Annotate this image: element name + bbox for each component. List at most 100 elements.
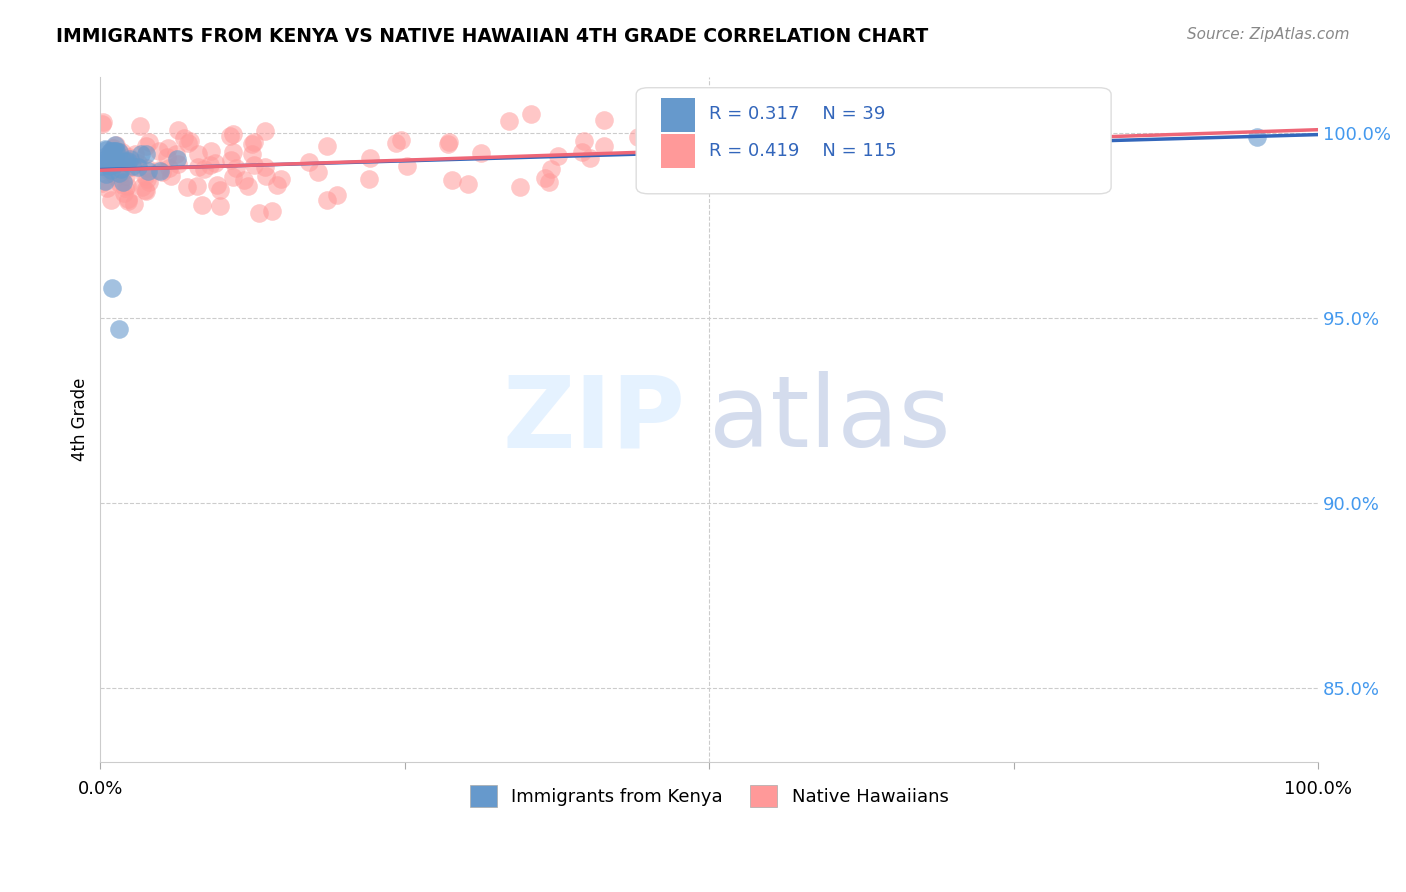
Text: Source: ZipAtlas.com: Source: ZipAtlas.com bbox=[1187, 27, 1350, 42]
Text: 100.0%: 100.0% bbox=[1284, 780, 1353, 798]
Point bbox=[122, 197, 145, 211]
Point bbox=[104, 138, 127, 153]
Point bbox=[105, 155, 128, 169]
Point bbox=[191, 198, 214, 212]
Point bbox=[124, 146, 146, 161]
Point bbox=[115, 179, 138, 194]
Point bbox=[101, 141, 124, 155]
Point bbox=[108, 145, 131, 160]
Point bbox=[221, 153, 243, 167]
Point bbox=[94, 174, 117, 188]
Point bbox=[359, 151, 381, 165]
Point bbox=[135, 139, 157, 153]
Point bbox=[579, 152, 602, 166]
Point bbox=[166, 152, 188, 166]
Point bbox=[357, 172, 380, 186]
Point bbox=[498, 113, 520, 128]
Point bbox=[221, 127, 243, 141]
Point bbox=[118, 150, 141, 164]
Text: ZIP: ZIP bbox=[502, 371, 685, 468]
Point bbox=[391, 133, 413, 147]
Point bbox=[135, 184, 157, 198]
Point bbox=[177, 136, 200, 150]
Point bbox=[156, 140, 179, 154]
Point bbox=[97, 159, 120, 173]
Point bbox=[254, 169, 277, 183]
Point bbox=[266, 178, 288, 192]
Point bbox=[150, 164, 173, 178]
Point bbox=[97, 163, 120, 178]
Point bbox=[205, 178, 228, 193]
Point bbox=[866, 148, 889, 162]
Point bbox=[254, 160, 277, 174]
Point bbox=[1062, 113, 1084, 128]
Point bbox=[117, 192, 139, 206]
Point bbox=[457, 177, 479, 191]
Point bbox=[396, 159, 419, 173]
Point bbox=[225, 161, 247, 176]
Point bbox=[186, 178, 208, 193]
Point bbox=[94, 149, 117, 163]
Point bbox=[112, 186, 135, 200]
Point bbox=[744, 131, 766, 145]
Point bbox=[209, 199, 232, 213]
Point bbox=[129, 147, 152, 161]
Point bbox=[316, 139, 339, 153]
Point bbox=[193, 162, 215, 177]
Point bbox=[110, 145, 132, 159]
Point bbox=[101, 145, 124, 159]
Point bbox=[100, 162, 122, 177]
Point bbox=[91, 114, 114, 128]
Point bbox=[270, 172, 292, 186]
Point bbox=[308, 165, 330, 179]
Legend: Immigrants from Kenya, Native Hawaiians: Immigrants from Kenya, Native Hawaiians bbox=[463, 778, 956, 814]
Point bbox=[90, 176, 112, 190]
Point bbox=[98, 157, 121, 171]
Point bbox=[439, 135, 461, 149]
Point bbox=[176, 180, 198, 194]
Point bbox=[440, 173, 463, 187]
Point bbox=[115, 162, 138, 177]
Point bbox=[101, 145, 124, 160]
Point bbox=[538, 175, 561, 189]
Point bbox=[120, 152, 142, 166]
Point bbox=[103, 167, 125, 181]
Text: IMMIGRANTS FROM KENYA VS NATIVE HAWAIIAN 4TH GRADE CORRELATION CHART: IMMIGRANTS FROM KENYA VS NATIVE HAWAIIAN… bbox=[56, 27, 928, 45]
Point bbox=[114, 154, 136, 169]
Point bbox=[108, 322, 131, 336]
Point bbox=[236, 179, 259, 194]
Point bbox=[135, 147, 157, 161]
Point bbox=[110, 167, 132, 181]
Point bbox=[94, 143, 117, 157]
Point bbox=[128, 120, 150, 134]
Point bbox=[572, 135, 595, 149]
Text: R = 0.419    N = 115: R = 0.419 N = 115 bbox=[709, 142, 897, 160]
Point bbox=[166, 123, 188, 137]
Point bbox=[136, 171, 159, 186]
Point bbox=[243, 135, 266, 149]
Point bbox=[470, 146, 492, 161]
Point bbox=[547, 149, 569, 163]
Point bbox=[136, 161, 159, 175]
Point bbox=[110, 161, 132, 176]
Point bbox=[316, 193, 339, 207]
Point bbox=[179, 134, 201, 148]
Point bbox=[100, 145, 122, 159]
Point bbox=[247, 205, 270, 219]
Point bbox=[519, 107, 541, 121]
Point bbox=[121, 159, 143, 173]
Point bbox=[108, 177, 131, 191]
Point bbox=[385, 136, 408, 151]
Point bbox=[91, 156, 114, 170]
Point bbox=[96, 181, 118, 195]
Point bbox=[94, 143, 117, 157]
Point bbox=[114, 181, 136, 195]
Point bbox=[122, 161, 145, 175]
FancyBboxPatch shape bbox=[661, 98, 695, 132]
Point bbox=[148, 163, 170, 178]
Point bbox=[534, 171, 557, 186]
Point bbox=[221, 145, 243, 160]
Point bbox=[138, 135, 160, 149]
Point bbox=[104, 156, 127, 170]
Point bbox=[592, 112, 614, 127]
